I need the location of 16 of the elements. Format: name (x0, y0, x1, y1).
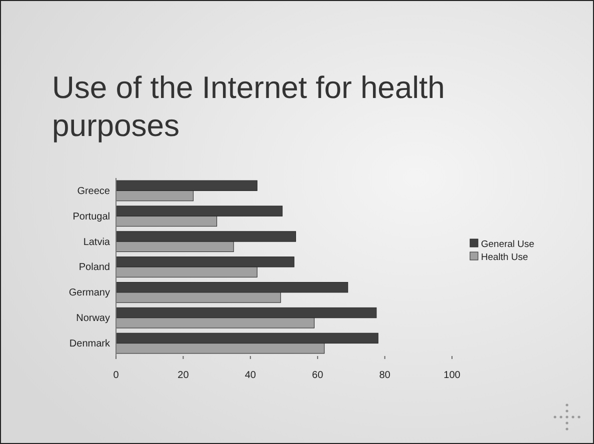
x-tick-label: 40 (244, 370, 256, 382)
legend-label: General Use (481, 239, 534, 250)
y-tick-label: Portugal (72, 211, 110, 222)
x-tick-label: 20 (178, 370, 190, 382)
y-tick-label: Greece (77, 186, 110, 197)
y-tick-label: Denmark (69, 338, 111, 350)
y-tick-label: Latvia (83, 236, 110, 248)
x-tick-label: 80 (379, 370, 391, 382)
x-tick-label: 60 (312, 370, 324, 382)
x-tick-label: 100 (444, 370, 461, 382)
y-tick-label: Norway (76, 313, 110, 324)
legend-label: Health Use (481, 252, 528, 263)
y-tick-label: Poland (78, 262, 110, 274)
chart-title: Use of the Internet for health purposes (52, 70, 445, 143)
x-tick-label: 0 (113, 370, 120, 382)
y-tick-label: Germany (68, 288, 110, 299)
